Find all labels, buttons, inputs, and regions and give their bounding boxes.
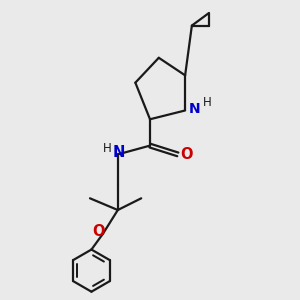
Text: O: O (180, 148, 193, 163)
Text: H: H (203, 96, 212, 109)
Text: N: N (112, 146, 125, 160)
Text: H: H (103, 142, 111, 155)
Text: O: O (92, 224, 104, 239)
Text: N: N (189, 102, 200, 116)
